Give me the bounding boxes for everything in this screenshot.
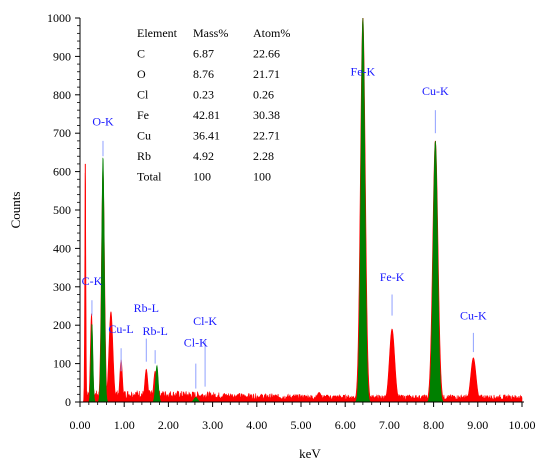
peak-label-10: Cu-K bbox=[460, 308, 487, 322]
peak-marker-layer bbox=[91, 110, 474, 389]
peak-label-8: Fe-K bbox=[380, 270, 405, 284]
x-tick-label-7: 7.00 bbox=[379, 418, 400, 432]
table-cell: Cl bbox=[137, 88, 149, 102]
x-tick-label-10: 10.00 bbox=[509, 418, 536, 432]
x-tick-label-4: 4.00 bbox=[246, 418, 267, 432]
table-cell: O bbox=[137, 67, 146, 81]
table-cell: 22.66 bbox=[253, 47, 280, 61]
peak-label-4: Rb-L bbox=[142, 324, 167, 338]
x-tick-label-0: 0.00 bbox=[70, 418, 91, 432]
y-tick-label-7: 700 bbox=[53, 126, 71, 140]
table-header-atom-pct: Atom% bbox=[253, 26, 290, 40]
y-tick-label-5: 500 bbox=[53, 203, 71, 217]
x-axis-label: keV bbox=[299, 446, 321, 461]
green-peak-1 bbox=[80, 157, 522, 403]
table-cell: 0.23 bbox=[193, 88, 214, 102]
axes-layer: 0.00 1.00 2.00 3.00 4.00 5.00 6.00 7.00 8.00 9.00… bbox=[47, 11, 536, 432]
peak-label-0: O-K bbox=[92, 115, 114, 129]
table-cell: 21.71 bbox=[253, 67, 280, 81]
table-cell: Rb bbox=[137, 149, 151, 163]
x-tick-label-1: 1.00 bbox=[114, 418, 135, 432]
peak-label-6: Cl-K bbox=[184, 335, 208, 349]
peak-label-layer: O-KC-KCu-LRb-LRb-LCl-KCl-KFe-KFe-KCu-KCu… bbox=[82, 65, 487, 350]
table-cell: 100 bbox=[253, 170, 271, 184]
table-cell: 6.87 bbox=[193, 47, 214, 61]
peak-label-5: Cl-K bbox=[193, 314, 217, 328]
y-tick-label-8: 800 bbox=[53, 88, 71, 102]
table-cell: 2.28 bbox=[253, 149, 274, 163]
y-tick-label-2: 200 bbox=[53, 318, 71, 332]
y-tick-label-6: 600 bbox=[53, 165, 71, 179]
x-tick-label-5: 5.00 bbox=[291, 418, 312, 432]
x-tick-label-9: 9.00 bbox=[467, 418, 488, 432]
x-tick-label-8: 8.00 bbox=[423, 418, 444, 432]
x-tick-label-6: 6.00 bbox=[335, 418, 356, 432]
table-cell: 4.92 bbox=[193, 149, 214, 163]
table-cell: Fe bbox=[137, 108, 149, 122]
table-cell: Total bbox=[137, 170, 162, 184]
table-cell: 100 bbox=[193, 170, 211, 184]
table-cell: 30.38 bbox=[253, 108, 280, 122]
y-tick-label-4: 400 bbox=[53, 241, 71, 255]
composition-table: Element Mass% Atom% C 6.87 22.66 O 8.76 21.71 Cl 0… bbox=[137, 26, 290, 184]
table-cell: 36.41 bbox=[193, 129, 220, 143]
table-header-element: Element bbox=[137, 26, 178, 40]
y-tick-label-0: 0 bbox=[65, 395, 71, 409]
y-tick-label-10: 1000 bbox=[47, 11, 71, 25]
peak-label-1: C-K bbox=[82, 274, 103, 288]
x-tick-label-2: 2.00 bbox=[158, 418, 179, 432]
table-cell: 0.26 bbox=[253, 88, 274, 102]
peak-label-3: Rb-L bbox=[134, 301, 159, 315]
table-cell: 42.81 bbox=[193, 108, 220, 122]
table-cell: Cu bbox=[137, 129, 151, 143]
y-tick-label-3: 300 bbox=[53, 280, 71, 294]
x-tick-label-3: 3.00 bbox=[202, 418, 223, 432]
y-tick-label-9: 900 bbox=[53, 49, 71, 63]
table-cell: C bbox=[137, 47, 145, 61]
table-cell: 22.71 bbox=[253, 129, 280, 143]
y-tick-label-1: 100 bbox=[53, 357, 71, 371]
peak-label-9: Cu-K bbox=[422, 84, 449, 98]
y-axis-label: Counts bbox=[8, 192, 23, 229]
peak-label-7: Fe-K bbox=[351, 65, 376, 79]
peak-label-2: Cu-L bbox=[108, 322, 133, 336]
table-cell: 8.76 bbox=[193, 67, 214, 81]
table-header-mass-pct: Mass% bbox=[193, 26, 228, 40]
